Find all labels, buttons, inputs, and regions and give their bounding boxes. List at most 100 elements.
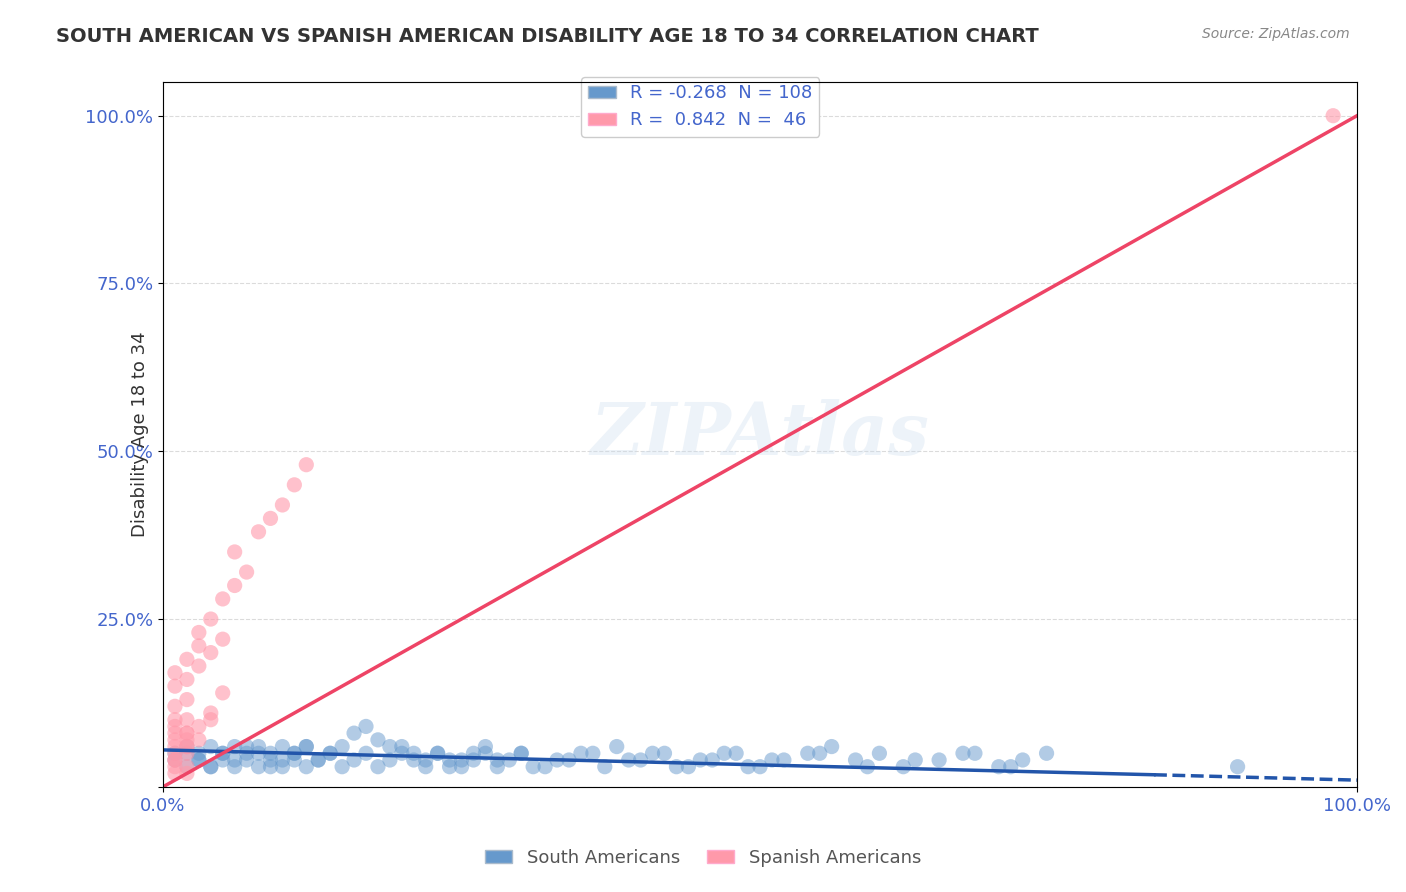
Point — [391, 746, 413, 760]
Point — [247, 739, 270, 754]
Point — [415, 753, 437, 767]
Point — [330, 739, 353, 754]
Point — [271, 760, 294, 774]
Point — [163, 699, 186, 714]
Point — [307, 753, 329, 767]
Point — [200, 739, 222, 754]
Point — [187, 746, 209, 760]
Point — [247, 760, 270, 774]
Point — [391, 739, 413, 754]
Point — [163, 760, 186, 774]
Point — [630, 753, 652, 767]
Point — [678, 760, 700, 774]
Point — [176, 692, 198, 706]
Point — [761, 753, 783, 767]
Point — [163, 679, 186, 693]
Point — [163, 732, 186, 747]
Point — [510, 746, 533, 760]
Point — [474, 746, 496, 760]
Point — [187, 732, 209, 747]
Point — [689, 753, 711, 767]
Point — [163, 739, 186, 754]
Point — [725, 746, 748, 760]
Point — [176, 713, 198, 727]
Point — [283, 753, 305, 767]
Point — [271, 753, 294, 767]
Legend: R = -0.268  N = 108, R =  0.842  N =  46: R = -0.268 N = 108, R = 0.842 N = 46 — [581, 77, 820, 136]
Point — [1226, 760, 1249, 774]
Point — [402, 753, 425, 767]
Point — [319, 746, 342, 760]
Point — [176, 739, 198, 754]
Point — [224, 545, 246, 559]
Legend: South Americans, Spanish Americans: South Americans, Spanish Americans — [478, 842, 928, 874]
Text: SOUTH AMERICAN VS SPANISH AMERICAN DISABILITY AGE 18 TO 34 CORRELATION CHART: SOUTH AMERICAN VS SPANISH AMERICAN DISAB… — [56, 27, 1039, 45]
Point — [319, 746, 342, 760]
Point — [295, 739, 318, 754]
Point — [200, 713, 222, 727]
Point — [235, 746, 257, 760]
Point — [307, 753, 329, 767]
Point — [474, 739, 496, 754]
Point — [1011, 753, 1033, 767]
Point — [163, 753, 186, 767]
Point — [354, 719, 377, 733]
Point — [844, 753, 866, 767]
Point — [187, 659, 209, 673]
Point — [211, 632, 233, 647]
Point — [235, 565, 257, 579]
Point — [163, 726, 186, 740]
Point — [343, 753, 366, 767]
Point — [200, 760, 222, 774]
Point — [283, 746, 305, 760]
Point — [224, 760, 246, 774]
Point — [498, 753, 520, 767]
Point — [259, 746, 281, 760]
Point — [200, 706, 222, 720]
Point — [176, 739, 198, 754]
Point — [224, 753, 246, 767]
Point — [522, 760, 544, 774]
Point — [378, 753, 401, 767]
Point — [187, 753, 209, 767]
Point — [163, 719, 186, 733]
Point — [367, 760, 389, 774]
Point — [163, 746, 186, 760]
Point — [283, 746, 305, 760]
Point — [354, 746, 377, 760]
Point — [211, 591, 233, 606]
Point — [176, 726, 198, 740]
Point — [463, 753, 485, 767]
Point — [200, 760, 222, 774]
Point — [808, 746, 831, 760]
Point — [593, 760, 616, 774]
Point — [856, 760, 879, 774]
Point — [868, 746, 890, 760]
Point — [1322, 109, 1344, 123]
Point — [367, 732, 389, 747]
Point — [247, 524, 270, 539]
Point — [510, 746, 533, 760]
Point — [713, 746, 735, 760]
Text: ZIPAtlas: ZIPAtlas — [591, 399, 929, 470]
Point — [891, 760, 914, 774]
Point — [283, 478, 305, 492]
Point — [617, 753, 640, 767]
Point — [439, 760, 461, 774]
Point — [211, 746, 233, 760]
Point — [235, 739, 257, 754]
Point — [702, 753, 724, 767]
Point — [224, 739, 246, 754]
Point — [211, 746, 233, 760]
Point — [187, 639, 209, 653]
Point — [606, 739, 628, 754]
Point — [176, 732, 198, 747]
Point — [163, 713, 186, 727]
Point — [295, 458, 318, 472]
Point — [271, 739, 294, 754]
Point — [463, 746, 485, 760]
Point — [200, 646, 222, 660]
Point — [665, 760, 688, 774]
Point — [1035, 746, 1057, 760]
Point — [558, 753, 581, 767]
